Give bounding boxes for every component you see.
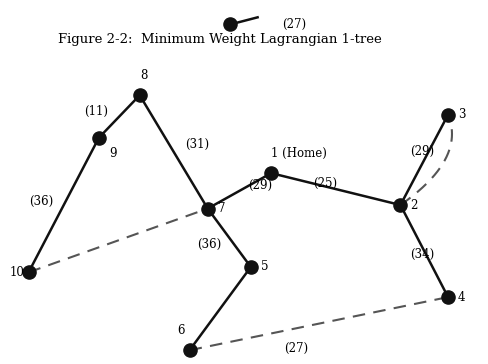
Text: (36): (36): [197, 237, 222, 250]
Text: 5: 5: [261, 261, 268, 273]
Point: [95, 135, 103, 141]
Text: 7: 7: [218, 202, 225, 215]
Text: (36): (36): [29, 195, 54, 208]
Point: [267, 170, 275, 176]
Point: [136, 92, 143, 98]
Text: Figure 2-2:  Minimum Weight Lagrangian 1-tree: Figure 2-2: Minimum Weight Lagrangian 1-…: [58, 33, 382, 46]
Text: (27): (27): [283, 18, 306, 31]
Point: [204, 206, 212, 211]
Point: [247, 264, 255, 270]
Text: (27): (27): [284, 342, 308, 355]
Text: 1 (Home): 1 (Home): [271, 147, 327, 160]
Point: [185, 347, 193, 353]
Point: [444, 112, 452, 118]
Text: 2: 2: [410, 198, 418, 211]
Text: (11): (11): [84, 105, 108, 118]
Text: 6: 6: [178, 324, 185, 337]
Text: (29): (29): [248, 179, 273, 192]
Text: 10: 10: [9, 266, 24, 279]
Text: (34): (34): [410, 248, 434, 261]
Point: [397, 202, 405, 208]
Point: [226, 21, 234, 27]
Point: [444, 294, 452, 300]
Text: (25): (25): [314, 177, 338, 190]
Text: (31): (31): [185, 138, 209, 151]
Text: 8: 8: [141, 69, 148, 82]
Text: 4: 4: [458, 290, 466, 304]
Text: 9: 9: [109, 147, 116, 160]
Text: (29): (29): [410, 145, 434, 158]
Point: [25, 269, 33, 275]
Text: 3: 3: [458, 108, 466, 121]
